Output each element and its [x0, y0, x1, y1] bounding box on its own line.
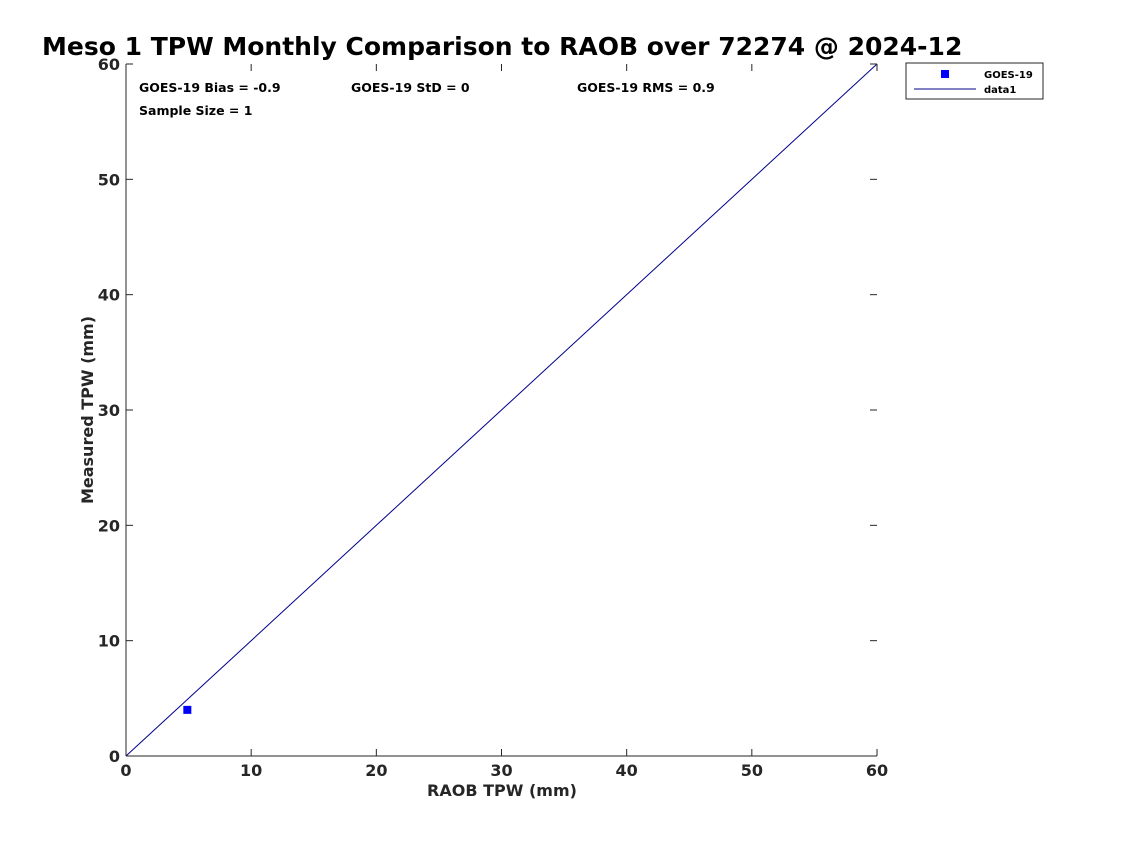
tick-layer: 0 10 20 30 40 50 60 0 10 20 30 40 50 60 — [98, 55, 888, 780]
chart-title: Meso 1 TPW Monthly Comparison to RAOB ov… — [42, 32, 962, 61]
y-tick-label: 40 — [98, 286, 120, 305]
y-tick-label: 20 — [98, 516, 120, 535]
x-tick-label: 50 — [741, 761, 763, 780]
y-tick-label: 50 — [98, 170, 120, 189]
legend-marker-goes19 — [941, 70, 949, 78]
x-axis-label: RAOB TPW (mm) — [427, 781, 577, 800]
y-tick-label: 30 — [98, 401, 120, 420]
series-line-data1 — [125, 63, 878, 757]
y-tick-label: 10 — [98, 632, 120, 651]
y-tick-label: 60 — [98, 55, 120, 74]
legend-box — [905, 62, 1044, 100]
x-tick-label: 20 — [365, 761, 387, 780]
series-layer — [125, 63, 878, 757]
legend-label-data1: data1 — [984, 85, 1016, 96]
bias-annotation: GOES-19 Bias = -0.9 — [139, 80, 281, 95]
x-tick-label: 40 — [616, 761, 638, 780]
x-tick-label: 0 — [120, 761, 131, 780]
x-tick-label: 10 — [240, 761, 262, 780]
y-tick-label: 0 — [109, 747, 120, 766]
legend: GOES-19 data1 — [905, 62, 1044, 100]
x-tick-label: 30 — [490, 761, 512, 780]
y-axis-label: Measured TPW (mm) — [78, 316, 97, 504]
stats-annotations: GOES-19 Bias = -0.9 GOES-19 StD = 0 GOES… — [139, 80, 715, 118]
sample-size-annotation: Sample Size = 1 — [139, 103, 252, 118]
x-tick-label: 60 — [866, 761, 888, 780]
plot-area: 0 10 20 30 40 50 60 0 10 20 30 40 50 60 — [98, 55, 888, 780]
rms-annotation: GOES-19 RMS = 0.9 — [577, 80, 715, 95]
legend-label-goes19: GOES-19 — [984, 70, 1033, 81]
std-annotation: GOES-19 StD = 0 — [351, 80, 470, 95]
data-point — [183, 705, 192, 714]
